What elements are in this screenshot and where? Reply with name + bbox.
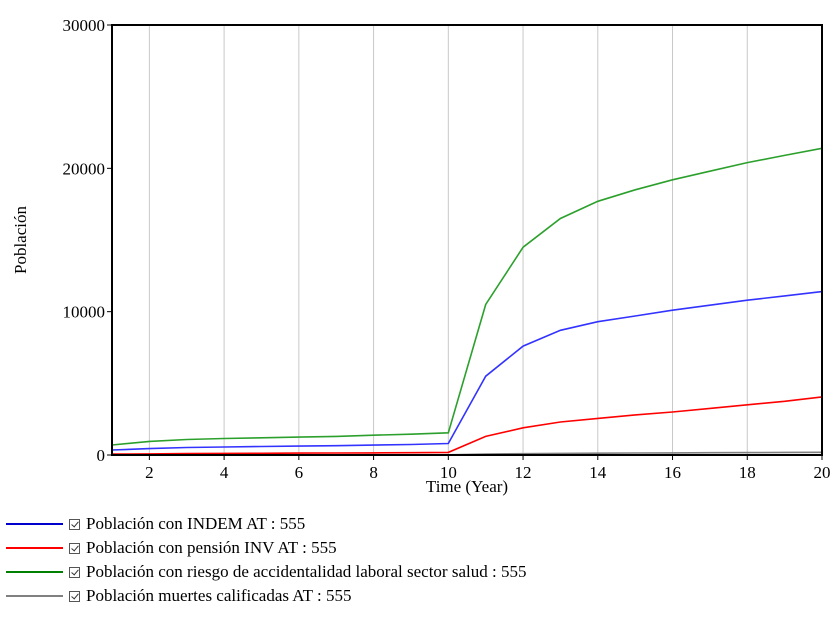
checkbox-checked-icon[interactable] <box>69 518 80 530</box>
x-tick-label: 10 <box>440 463 457 482</box>
tick-labels: 2 4 6 8 10 12 14 16 18 20 0 10000 20000 30000 <box>63 16 831 482</box>
line-chart: 2 4 6 8 10 12 14 16 18 20 0 10000 20000 30000 Time (Y… <box>11 16 831 496</box>
checkbox-checked-icon[interactable] <box>69 542 80 554</box>
checkbox-checked-icon[interactable] <box>69 566 80 578</box>
x-tick-label: 4 <box>220 463 229 482</box>
plot-frame <box>111 24 823 456</box>
x-tick-label: 12 <box>515 463 532 482</box>
legend-label-muertes: Población muertes calificadas AT : 555 <box>86 586 352 605</box>
legend: Población con INDEM AT : 555 Población c… <box>6 512 526 608</box>
x-tick-label: 18 <box>739 463 756 482</box>
x-tick-label: 8 <box>369 463 378 482</box>
series-line-1 <box>111 147 823 446</box>
x-tick-label: 16 <box>664 463 681 482</box>
legend-line-pension <box>6 547 63 549</box>
y-tick-label: 0 <box>97 446 106 465</box>
y-axis-label: Población <box>11 206 30 274</box>
x-tick-label: 14 <box>589 463 607 482</box>
x-axis-label: Time (Year) <box>426 477 508 496</box>
legend-item-riesgo[interactable]: Población con riesgo de accidentalidad l… <box>6 560 526 584</box>
y-tick-label: 10000 <box>63 303 106 322</box>
legend-line-muertes <box>6 595 63 597</box>
legend-item-indem[interactable]: Población con INDEM AT : 555 <box>6 512 526 536</box>
legend-line-indem <box>6 523 63 525</box>
grid <box>148 25 823 455</box>
y-tick-label: 30000 <box>63 16 106 35</box>
x-tick-label: 20 <box>814 463 831 482</box>
x-tick-label: 6 <box>295 463 304 482</box>
legend-label-pension: Población con pensión INV AT : 555 <box>86 538 337 557</box>
checkbox-checked-icon[interactable] <box>69 590 80 602</box>
y-tick-label: 20000 <box>63 159 106 178</box>
legend-label-indem: Población con INDEM AT : 555 <box>86 514 306 533</box>
series-lines <box>111 147 823 456</box>
series-line-3 <box>111 396 823 455</box>
legend-line-riesgo <box>6 571 63 573</box>
series-line-2 <box>111 290 823 451</box>
legend-item-muertes[interactable]: Población muertes calificadas AT : 555 <box>6 584 526 608</box>
x-tick-label: 2 <box>145 463 154 482</box>
legend-label-riesgo: Población con riesgo de accidentalidad l… <box>86 562 527 581</box>
legend-item-pension[interactable]: Población con pensión INV AT : 555 <box>6 536 526 560</box>
